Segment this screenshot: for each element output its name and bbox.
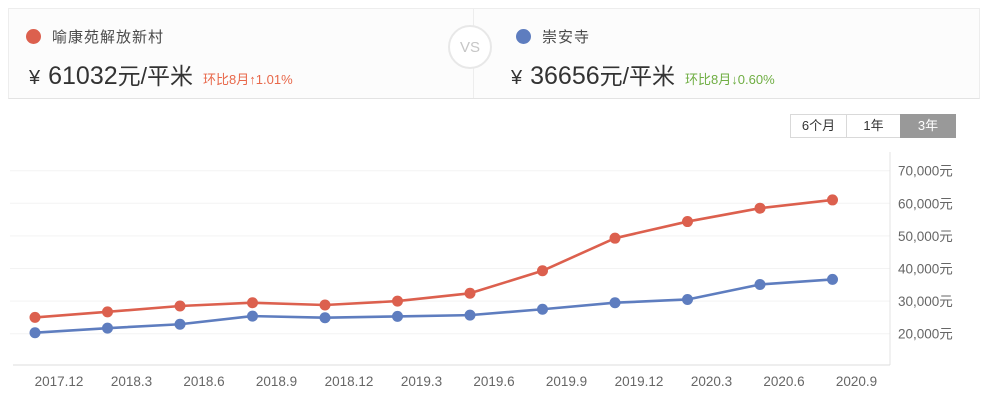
svg-text:2019.3: 2019.3 <box>401 374 442 389</box>
currency-symbol: ¥ <box>29 67 41 89</box>
blue-series-dot-icon <box>516 29 531 44</box>
svg-text:2020.6: 2020.6 <box>763 374 804 389</box>
svg-text:2019.12: 2019.12 <box>615 374 664 389</box>
left-property-name: 喻康苑解放新村 <box>52 29 165 46</box>
right-price-unit: 元/平米 <box>599 63 676 89</box>
svg-text:20,000元: 20,000元 <box>898 327 953 342</box>
left-month-change: 环比8月↑1.01% <box>203 69 293 88</box>
left-price-unit: 元/平米 <box>117 63 194 89</box>
svg-text:70,000元: 70,000元 <box>898 164 953 179</box>
tab-3year[interactable]: 3年 <box>900 114 956 138</box>
svg-text:50,000元: 50,000元 <box>898 229 953 244</box>
right-property-name: 崇安寺 <box>542 29 591 46</box>
change-label: 环比8月 <box>203 72 250 87</box>
svg-text:2019.6: 2019.6 <box>473 374 514 389</box>
svg-text:2020.9: 2020.9 <box>836 374 877 389</box>
comparison-header: 喻康苑解放新村 ¥ 61032 元/平米 环比8月↑1.01% 崇安寺 ¥ 36… <box>8 8 980 99</box>
svg-text:2018.12: 2018.12 <box>325 374 374 389</box>
change-label: 环比8月 <box>685 72 732 87</box>
left-property-panel: 喻康苑解放新村 ¥ 61032 元/平米 环比8月↑1.01% <box>9 9 473 98</box>
up-arrow-icon: ↑ <box>249 72 256 87</box>
vs-badge: VS <box>448 25 492 69</box>
svg-text:2018.6: 2018.6 <box>183 374 224 389</box>
svg-text:30,000元: 30,000元 <box>898 294 953 309</box>
tab-1year[interactable]: 1年 <box>846 114 901 138</box>
svg-text:2018.3: 2018.3 <box>111 374 152 389</box>
right-month-change: 环比8月↓0.60% <box>685 69 775 88</box>
currency-symbol: ¥ <box>511 67 523 89</box>
right-property-price: 36656 <box>530 62 600 90</box>
svg-text:40,000元: 40,000元 <box>898 262 953 277</box>
right-property-panel: 崇安寺 ¥ 36656 元/平米 环比8月↓0.60% <box>474 9 979 98</box>
tab-6month[interactable]: 6个月 <box>790 114 847 138</box>
svg-text:2017.12: 2017.12 <box>35 374 84 389</box>
svg-text:60,000元: 60,000元 <box>898 196 953 211</box>
range-tabs: 6个月 1年 3年 <box>790 114 956 138</box>
red-series-dot-icon <box>26 29 41 44</box>
down-arrow-icon: ↓ <box>731 72 738 87</box>
svg-text:2020.3: 2020.3 <box>691 374 732 389</box>
change-value: 1.01% <box>255 72 293 87</box>
change-value: 0.60% <box>737 72 775 87</box>
svg-text:2019.9: 2019.9 <box>546 374 587 389</box>
svg-text:2018.9: 2018.9 <box>256 374 297 389</box>
left-property-price: 61032 <box>48 62 118 90</box>
